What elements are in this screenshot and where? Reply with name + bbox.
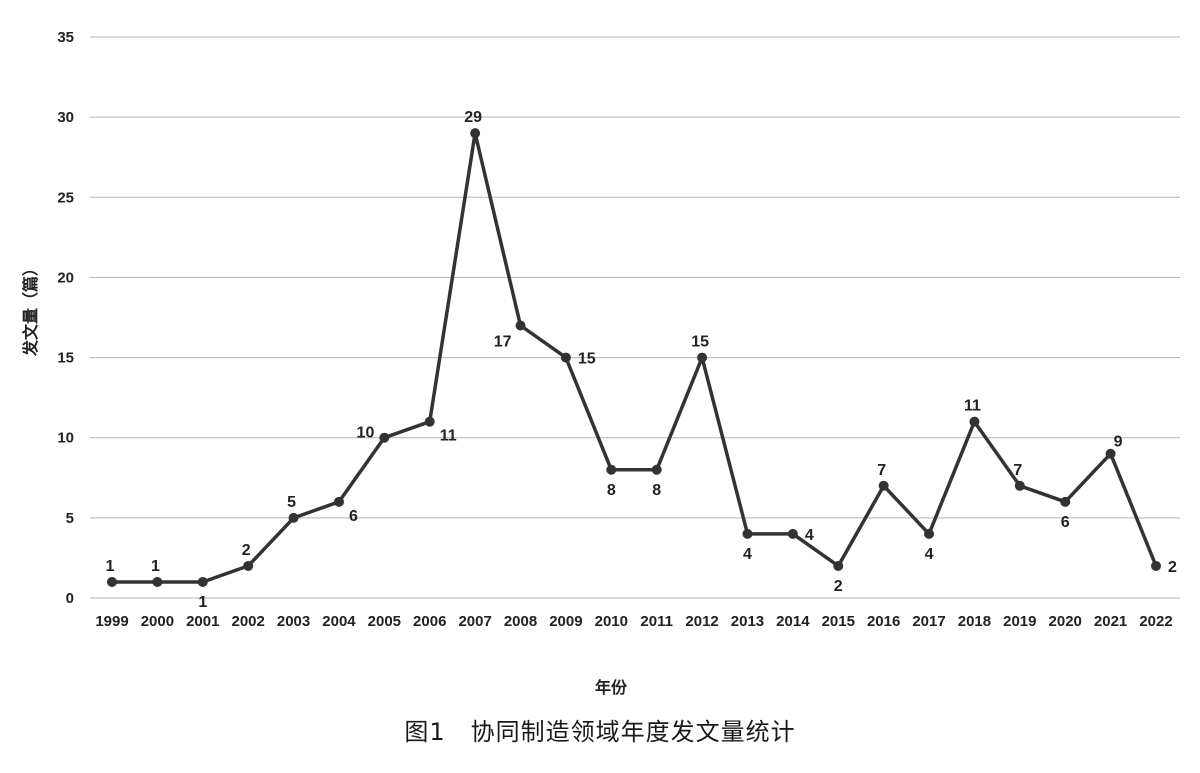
x-tick-label: 2005 xyxy=(368,613,401,630)
data-point xyxy=(379,432,390,443)
x-axis-title: 年份 xyxy=(595,678,628,697)
gridlines xyxy=(90,36,1180,599)
y-tick-label: 30 xyxy=(57,109,74,126)
data-point xyxy=(470,128,481,139)
x-tick-label: 2017 xyxy=(912,613,945,630)
x-tick-label: 2021 xyxy=(1094,613,1127,630)
data-label: 17 xyxy=(494,334,512,351)
data-label: 11 xyxy=(440,428,457,445)
data-point xyxy=(697,352,708,363)
data-label: 1 xyxy=(106,558,115,575)
x-tick-label: 2012 xyxy=(685,613,718,630)
data-label: 15 xyxy=(578,351,596,368)
data-point xyxy=(197,576,208,587)
x-tick-label: 2020 xyxy=(1049,613,1082,630)
x-tick-label: 2019 xyxy=(1003,613,1036,630)
x-tick-label: 2011 xyxy=(640,613,673,630)
x-tick-label: 2022 xyxy=(1139,613,1172,630)
y-tick-label: 5 xyxy=(66,510,74,527)
x-tick-label: 2003 xyxy=(277,613,310,630)
data-point xyxy=(651,464,662,475)
data-label: 15 xyxy=(691,334,709,351)
data-label: 5 xyxy=(287,494,296,511)
data-label: 8 xyxy=(652,482,661,499)
data-label: 2 xyxy=(1168,559,1177,576)
data-point xyxy=(288,512,299,523)
data-label: 2 xyxy=(242,542,251,559)
data-point xyxy=(424,416,435,427)
data-label: 8 xyxy=(607,482,616,499)
data-point xyxy=(152,576,163,587)
data-label: 7 xyxy=(1013,462,1022,479)
x-tick-label: 1999 xyxy=(95,613,128,630)
data-point xyxy=(333,496,344,507)
x-tick-label: 2000 xyxy=(141,613,174,630)
x-tick-label: 2002 xyxy=(231,613,264,630)
y-tick-label: 25 xyxy=(57,189,74,206)
y-tick-label: 0 xyxy=(66,590,74,607)
x-tick-label: 2008 xyxy=(504,613,537,630)
y-axis-ticks: 0 5 10 15 20 25 30 35 xyxy=(57,29,74,607)
data-points xyxy=(107,128,1161,587)
data-point xyxy=(924,528,935,539)
data-label: 6 xyxy=(1061,514,1070,531)
data-label: 9 xyxy=(1114,434,1123,451)
x-tick-label: 2018 xyxy=(958,613,991,630)
data-point xyxy=(606,464,617,475)
data-label: 4 xyxy=(743,546,752,563)
data-point xyxy=(1105,448,1116,459)
data-point xyxy=(742,528,753,539)
y-tick-label: 35 xyxy=(57,29,74,46)
data-label: 1 xyxy=(151,558,160,575)
y-axis-title: 发文量（篇） xyxy=(21,260,40,357)
data-point xyxy=(560,352,571,363)
data-label: 4 xyxy=(925,546,934,563)
x-tick-label: 2001 xyxy=(186,613,219,630)
data-point xyxy=(1151,560,1161,571)
data-label: 2 xyxy=(834,578,843,595)
data-point xyxy=(833,560,844,571)
y-tick-label: 20 xyxy=(57,269,74,286)
data-point xyxy=(1060,496,1071,507)
x-tick-label: 2004 xyxy=(322,613,356,630)
x-tick-label: 2006 xyxy=(413,613,446,630)
data-point xyxy=(878,480,889,491)
data-point xyxy=(969,416,980,427)
data-label: 10 xyxy=(357,425,375,442)
data-label: 6 xyxy=(349,508,358,525)
data-point xyxy=(1014,480,1025,491)
x-tick-label: 2010 xyxy=(595,613,628,630)
series-line-group xyxy=(112,131,1158,584)
data-label: 7 xyxy=(877,462,886,479)
data-point xyxy=(787,528,798,539)
x-tick-label: 2016 xyxy=(867,613,900,630)
data-label: 29 xyxy=(464,109,482,126)
y-tick-label: 15 xyxy=(57,350,74,367)
y-tick-label: 10 xyxy=(57,430,74,447)
data-label: 1 xyxy=(198,594,207,611)
x-tick-label: 2007 xyxy=(458,613,491,630)
figure-caption: 图1 协同制造领域年度发文量统计 xyxy=(404,718,796,746)
series-line xyxy=(112,131,1158,584)
x-tick-label: 2014 xyxy=(776,613,810,630)
x-tick-label: 2013 xyxy=(731,613,764,630)
data-point xyxy=(107,576,117,587)
data-label: 11 xyxy=(964,398,981,415)
x-tick-label: 2015 xyxy=(822,613,855,630)
data-point xyxy=(515,320,526,331)
x-tick-label: 2009 xyxy=(549,613,582,630)
x-axis-ticks: 1999 2000 2001 2002 2003 2004 2005 2006 2007 2008… xyxy=(95,613,1172,630)
data-label: 4 xyxy=(805,527,814,544)
data-point xyxy=(243,560,254,571)
